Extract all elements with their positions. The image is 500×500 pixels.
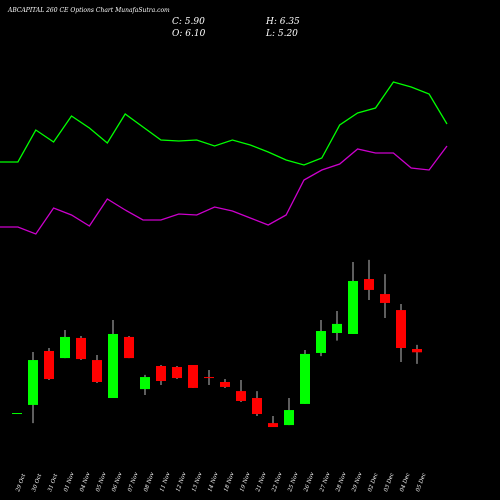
candle-body bbox=[172, 366, 182, 379]
candle-body bbox=[380, 294, 390, 303]
candle-body bbox=[108, 333, 118, 399]
candle-body bbox=[236, 391, 246, 401]
candle-body bbox=[124, 336, 134, 359]
close-info: C: 5.90 bbox=[172, 17, 205, 27]
candle-body bbox=[284, 410, 294, 426]
candle-body bbox=[156, 365, 166, 382]
candle-body bbox=[76, 337, 86, 360]
candle-body bbox=[300, 353, 310, 404]
candle-body bbox=[252, 398, 262, 415]
open-info: O: 6.10 bbox=[172, 29, 206, 39]
indicator-line bbox=[0, 145, 448, 235]
candle-body bbox=[332, 323, 342, 333]
candle-body bbox=[268, 423, 278, 428]
candle-body bbox=[348, 281, 358, 334]
indicator-line bbox=[0, 81, 448, 166]
candle-body bbox=[44, 350, 54, 380]
chart-title: ABCAPITAL 260 CE Options Chart MunafaSut… bbox=[7, 7, 170, 14]
candle-body bbox=[396, 310, 406, 349]
low-info: L: 5.20 bbox=[265, 29, 298, 39]
candle-body bbox=[12, 413, 22, 415]
candle-body bbox=[316, 331, 326, 353]
candle-body bbox=[204, 377, 214, 379]
candle-body bbox=[92, 360, 102, 382]
candle-body bbox=[220, 382, 230, 387]
candle-body bbox=[28, 360, 38, 405]
candle-body bbox=[412, 349, 422, 353]
candle-body bbox=[140, 377, 150, 390]
candle-body bbox=[188, 365, 198, 388]
high-info: H: 6.35 bbox=[265, 17, 300, 27]
candle-body bbox=[60, 336, 70, 359]
candle-body bbox=[364, 279, 374, 290]
